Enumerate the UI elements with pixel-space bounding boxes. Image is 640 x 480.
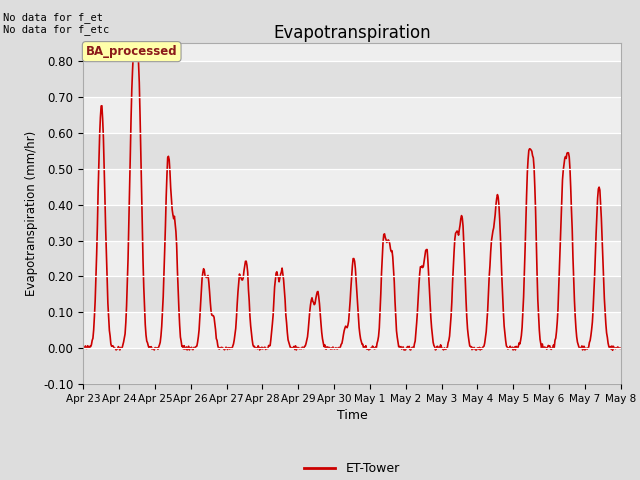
Bar [83, 348, 621, 384]
Bar [83, 204, 621, 240]
Title: Evapotranspiration: Evapotranspiration [273, 24, 431, 42]
Text: No data for f_etc: No data for f_etc [3, 24, 109, 35]
Bar [83, 276, 621, 312]
Y-axis label: Evapotranspiration (mm/hr): Evapotranspiration (mm/hr) [24, 131, 38, 296]
Bar [83, 61, 621, 97]
Bar [83, 169, 621, 204]
Legend: ET-Tower: ET-Tower [300, 457, 404, 480]
Text: BA_processed: BA_processed [86, 45, 177, 58]
Bar [83, 97, 621, 133]
Text: No data for f_et: No data for f_et [3, 12, 103, 23]
X-axis label: Time: Time [337, 409, 367, 422]
Bar [83, 240, 621, 276]
Bar [83, 312, 621, 348]
Bar [83, 133, 621, 169]
